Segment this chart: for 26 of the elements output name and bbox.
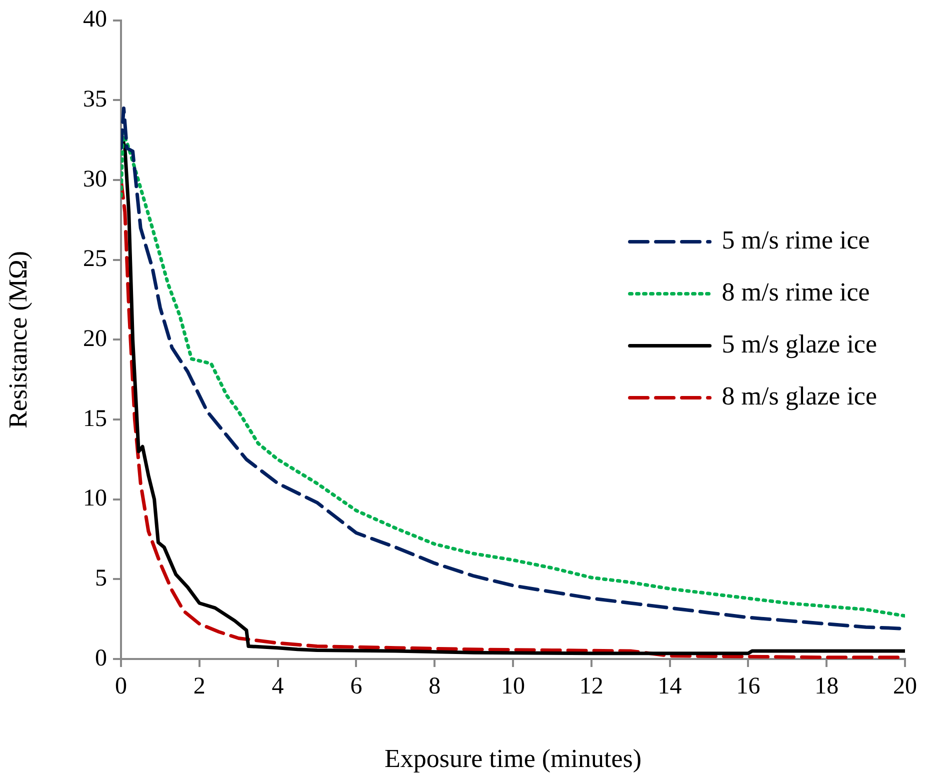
x-tick-label: 14	[658, 674, 682, 700]
x-tick-label: 4	[272, 674, 284, 700]
y-tick-label: 35	[83, 86, 107, 113]
x-tick-label: 20	[893, 674, 917, 700]
x-tick-label: 18	[814, 674, 839, 700]
legend-label: 8 m/s glaze ice	[722, 382, 878, 411]
x-tick-label: 12	[579, 674, 604, 700]
y-tick-label: 5	[95, 565, 107, 592]
x-tick-label: 6	[350, 674, 362, 700]
x-tick-label: 10	[501, 674, 525, 700]
legend-label: 5 m/s rime ice	[722, 226, 870, 255]
y-tick-label: 0	[95, 645, 107, 672]
legend-label: 8 m/s rime ice	[722, 278, 870, 307]
y-tick-label: 20	[83, 326, 107, 352]
x-tick-label: 16	[736, 674, 760, 700]
x-tick-label: 0	[115, 674, 127, 700]
x-axis-title: Exposure time (minutes)	[384, 744, 642, 774]
y-tick-label: 25	[83, 246, 107, 272]
legend-label: 5 m/s glaze ice	[722, 330, 878, 359]
x-tick-label: 8	[428, 674, 441, 700]
x-tick-label: 2	[193, 674, 206, 700]
y-tick-label: 15	[83, 406, 107, 432]
y-tick-label: 10	[83, 486, 107, 512]
y-tick-label: 40	[83, 6, 107, 33]
y-axis-title: Resistance (MΩ)	[3, 250, 32, 428]
y-tick-label: 30	[83, 166, 107, 192]
